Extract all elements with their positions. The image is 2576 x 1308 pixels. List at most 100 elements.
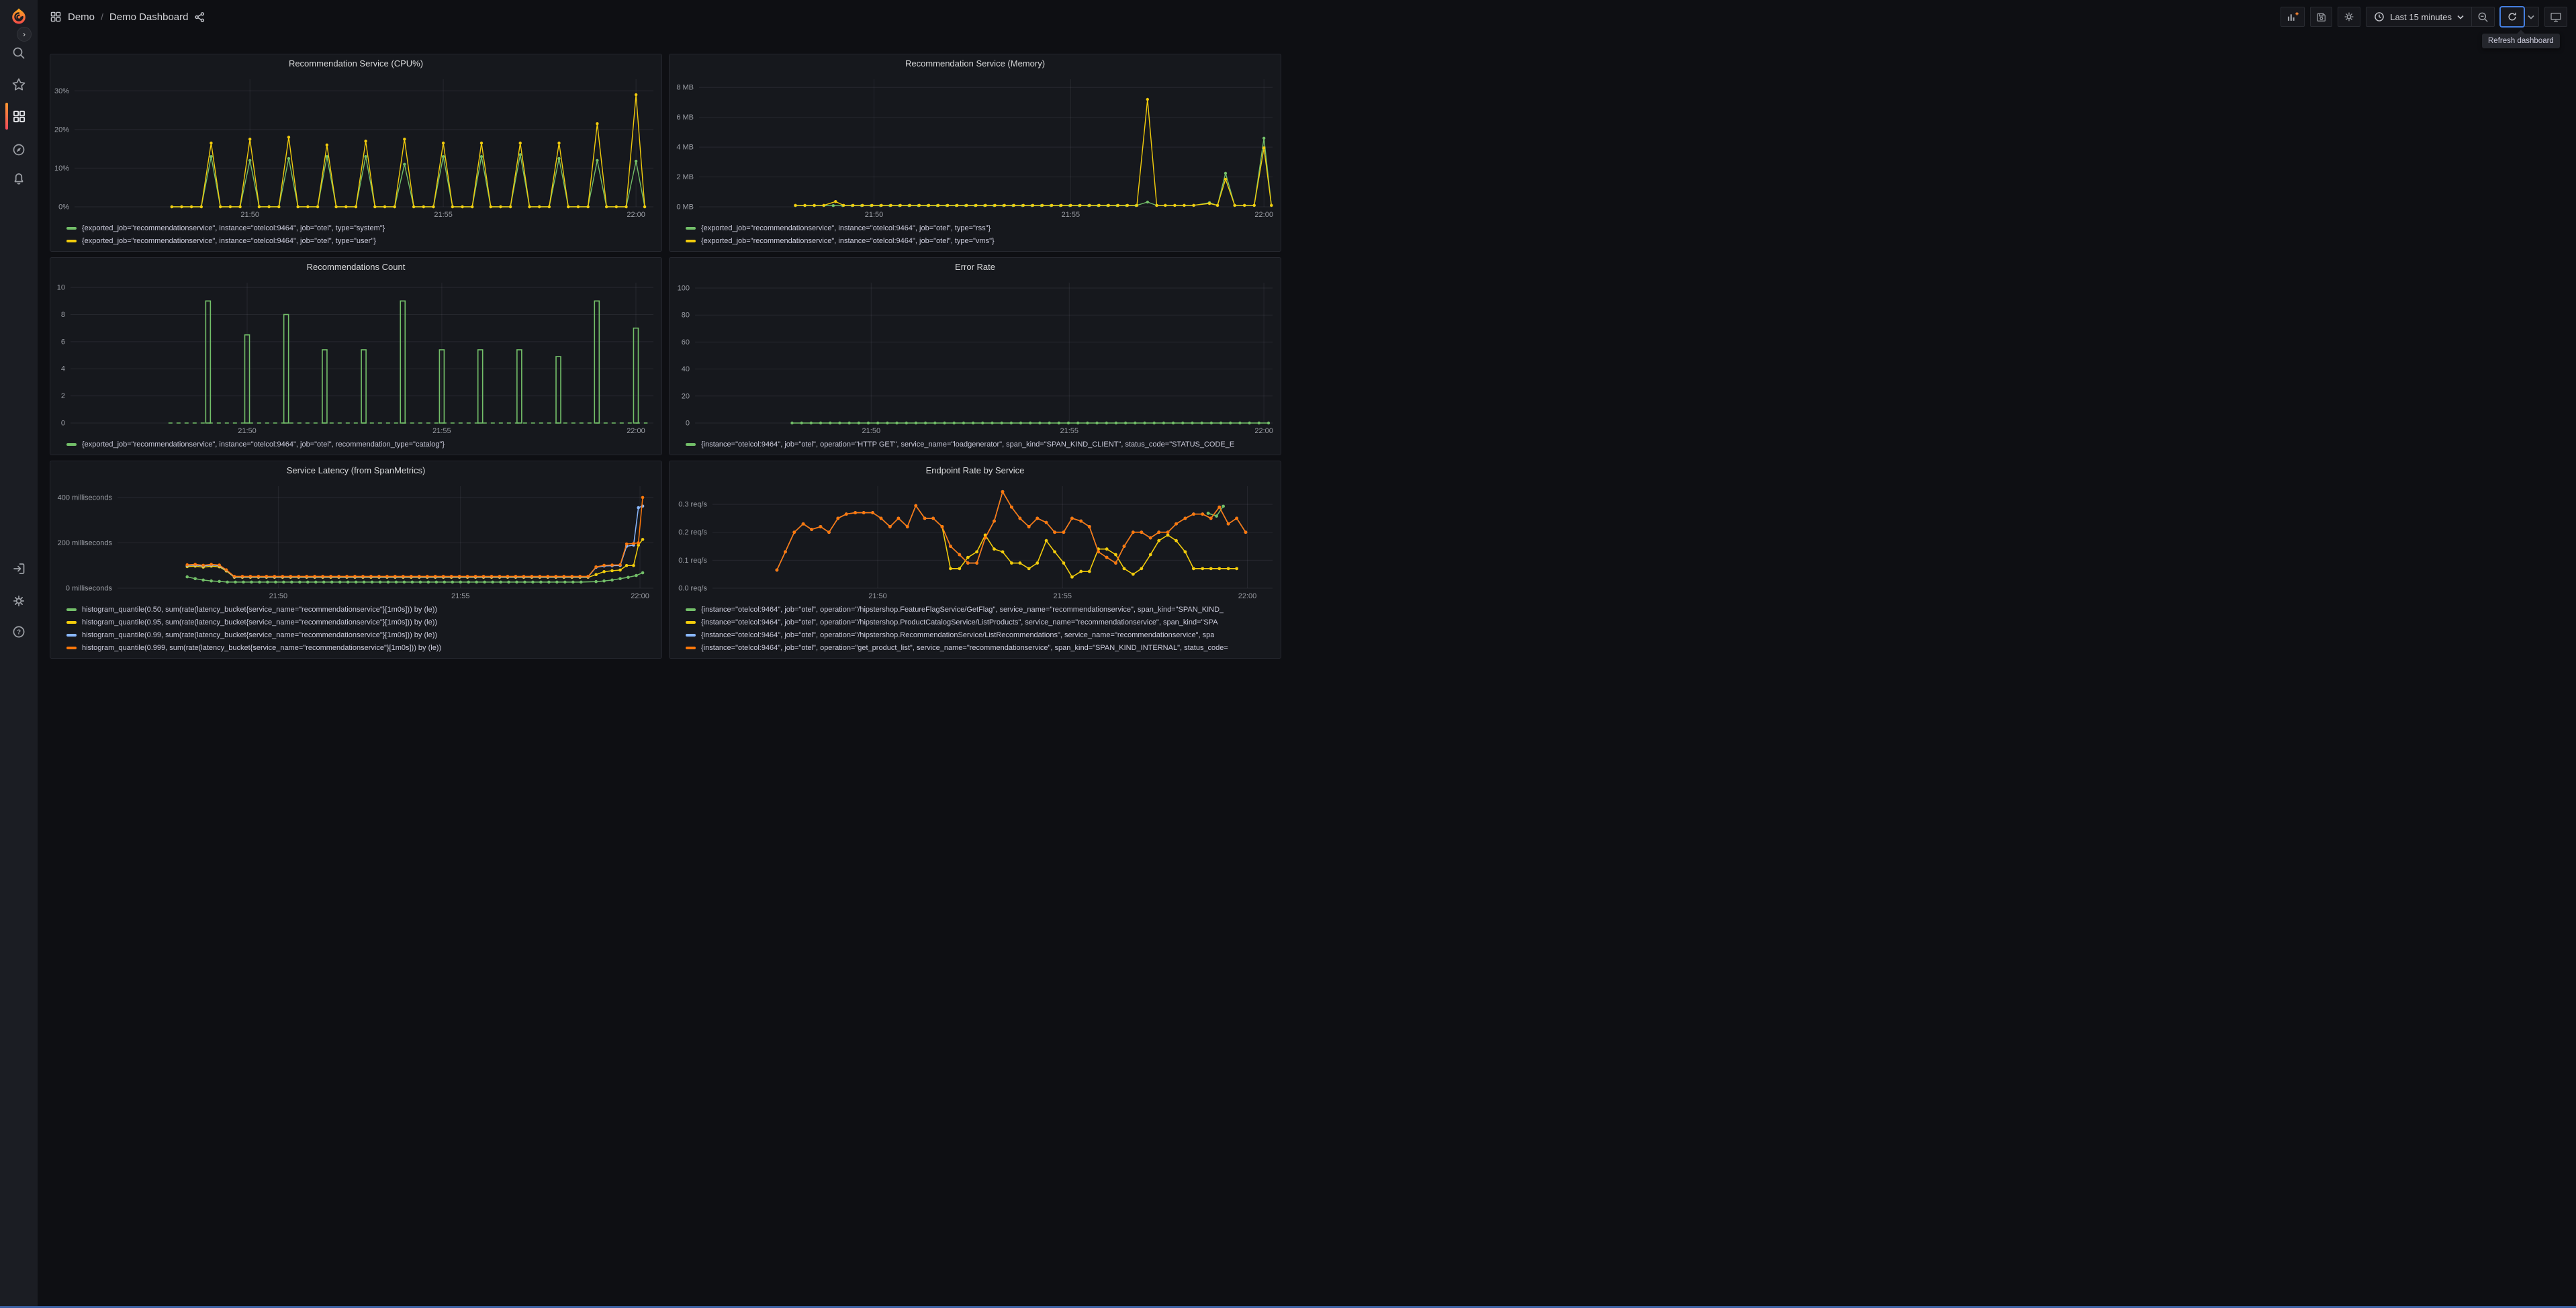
legend-label: histogram_quantile(0.99, sum(rate(latenc… xyxy=(82,630,438,639)
svg-text:20: 20 xyxy=(682,392,690,400)
svg-text:6 MB: 6 MB xyxy=(676,113,694,122)
bell-icon xyxy=(11,171,26,185)
svg-text:0 MB: 0 MB xyxy=(676,203,694,212)
svg-text:22:00: 22:00 xyxy=(1238,592,1257,600)
legend-swatch xyxy=(686,608,696,611)
breadcrumb-dashboard[interactable]: Demo Dashboard xyxy=(109,11,189,23)
legend-swatch xyxy=(66,442,77,446)
sidebar-item-help[interactable]: ? xyxy=(0,618,38,646)
svg-text:0%: 0% xyxy=(58,203,69,212)
panel-recommendation-memory: Recommendation Service (Memory) 0 MB 2 MB… xyxy=(669,54,1281,252)
dashboards-grid-icon xyxy=(12,109,26,124)
legend-swatch xyxy=(686,620,696,624)
memory-chart: 0 MB 2 MB 4 MB 6 MB 8 MB 21:50 21:55 22:00 xyxy=(676,79,1273,219)
legend-item[interactable]: {instance="otelcol:9464", job="otel", op… xyxy=(686,616,1275,628)
clock-icon xyxy=(2374,11,2385,22)
legend-swatch xyxy=(66,608,77,611)
refresh-group: Refresh dashboard xyxy=(2482,7,2560,48)
legend-label: {instance="otelcol:9464", job="otel", op… xyxy=(701,618,1218,626)
time-zoom-out-button[interactable] xyxy=(2471,7,2494,26)
legend-item[interactable]: {exported_job="recommendationservice", i… xyxy=(66,234,656,247)
panel-title[interactable]: Endpoint Rate by Service xyxy=(925,465,1025,475)
search-icon xyxy=(11,46,26,60)
recommendations-count-chart: 0 2 4 6 8 10 21:50 21:55 22:00 xyxy=(57,283,653,435)
cycle-view-mode-button[interactable] xyxy=(2544,7,2567,27)
panel-title[interactable]: Recommendation Service (CPU%) xyxy=(288,58,424,68)
svg-text:8 MB: 8 MB xyxy=(676,84,694,92)
svg-text:0.0 req/s: 0.0 req/s xyxy=(678,585,707,593)
legend: {exported_job="recommendationservice", i… xyxy=(670,220,1281,251)
legend-swatch xyxy=(66,633,77,637)
sidebar-item-dashboards[interactable] xyxy=(0,102,38,130)
panel-title[interactable]: Recommendation Service (Memory) xyxy=(905,58,1046,68)
zoom-out-icon xyxy=(2477,11,2489,23)
legend-item[interactable]: {exported_job="recommendationservice", i… xyxy=(686,222,1275,234)
sidebar-item-starred[interactable] xyxy=(0,71,38,99)
topbar: Demo / Demo Dashboard xyxy=(38,0,2576,48)
svg-text:8: 8 xyxy=(61,311,65,319)
sidebar-item-explore[interactable] xyxy=(0,136,38,164)
legend-item[interactable]: {instance="otelcol:9464", job="otel", op… xyxy=(686,628,1275,641)
legend-item[interactable]: histogram_quantile(0.99, sum(rate(latenc… xyxy=(66,628,656,641)
sidebar-item-configuration[interactable] xyxy=(0,587,38,615)
refresh-dashboard-button[interactable] xyxy=(2501,7,2524,26)
save-dashboard-button[interactable] xyxy=(2310,7,2333,27)
svg-text:0 milliseconds: 0 milliseconds xyxy=(66,585,113,593)
panel-title[interactable]: Error Rate xyxy=(955,262,995,272)
breadcrumb-folder[interactable]: Demo xyxy=(68,11,95,23)
time-range-picker[interactable]: Last 15 minutes xyxy=(2366,7,2471,26)
add-panel-button[interactable] xyxy=(2281,7,2305,27)
legend-item[interactable]: histogram_quantile(0.95, sum(rate(latenc… xyxy=(66,616,656,628)
legend-label: {exported_job="recommendationservice", i… xyxy=(701,236,995,245)
legend-item[interactable]: {exported_job="recommendationservice", i… xyxy=(66,438,656,451)
svg-text:10%: 10% xyxy=(54,165,69,173)
panel-title[interactable]: Service Latency (from SpanMetrics) xyxy=(286,465,426,475)
panel-title[interactable]: Recommendations Count xyxy=(306,262,406,272)
help-icon: ? xyxy=(11,624,26,639)
panel-recommendations-count: Recommendations Count 0 2 4 6 8 10 21:50 21:55 2… xyxy=(50,257,662,455)
sidebar-expand-button[interactable]: › xyxy=(17,27,32,42)
legend-item[interactable]: {instance="otelcol:9464", job="otel", op… xyxy=(686,438,1275,451)
svg-text:22:00: 22:00 xyxy=(1254,427,1273,435)
svg-text:20%: 20% xyxy=(54,126,69,134)
svg-text:21:55: 21:55 xyxy=(1062,211,1080,219)
svg-text:10: 10 xyxy=(57,284,65,292)
legend-item[interactable]: {exported_job="recommendationservice", i… xyxy=(66,222,656,234)
legend-swatch xyxy=(686,646,696,649)
svg-text:30%: 30% xyxy=(54,87,69,95)
legend: {instance="otelcol:9464", job="otel", op… xyxy=(670,436,1281,455)
time-range-group: Last 15 minutes xyxy=(2366,7,2495,27)
svg-text:21:55: 21:55 xyxy=(1053,592,1072,600)
legend: {exported_job="recommendationservice", i… xyxy=(50,220,661,251)
cpu-chart: 0% 10% 20% 30% 21:50 21:55 22:00 xyxy=(54,79,653,219)
share-icon[interactable] xyxy=(194,11,205,23)
sidebar-item-search[interactable] xyxy=(0,39,38,67)
svg-text:21:50: 21:50 xyxy=(240,211,259,219)
legend-swatch xyxy=(66,239,77,242)
legend-item[interactable]: histogram_quantile(0.999, sum(rate(laten… xyxy=(66,641,656,654)
gear-icon xyxy=(11,594,26,608)
legend-label: {instance="otelcol:9464", job="otel", op… xyxy=(701,630,1215,639)
grafana-logo-icon[interactable] xyxy=(9,7,28,26)
svg-text:22:00: 22:00 xyxy=(631,592,649,600)
legend: {instance="otelcol:9464", job="otel", op… xyxy=(670,602,1281,658)
legend-label: {instance="otelcol:9464", job="otel", op… xyxy=(701,605,1224,614)
svg-text:22:00: 22:00 xyxy=(627,427,645,435)
panel-endpoint-rate: Endpoint Rate by Service 0.0 req/s 0.1 re… xyxy=(669,461,1281,659)
svg-text:22:00: 22:00 xyxy=(1254,211,1273,219)
sidebar-item-sign-in[interactable] xyxy=(0,555,38,583)
legend-item[interactable]: {instance="otelcol:9464", job="otel", op… xyxy=(686,641,1275,654)
svg-text:400 milliseconds: 400 milliseconds xyxy=(58,494,113,502)
svg-text:4 MB: 4 MB xyxy=(676,144,694,152)
svg-text:21:50: 21:50 xyxy=(269,592,288,600)
legend-label: {instance="otelcol:9464", job="otel", op… xyxy=(701,440,1235,449)
legend-item[interactable]: {exported_job="recommendationservice", i… xyxy=(686,234,1275,247)
legend-item[interactable]: histogram_quantile(0.50, sum(rate(latenc… xyxy=(66,603,656,616)
svg-text:60: 60 xyxy=(682,338,690,346)
legend-label: histogram_quantile(0.999, sum(rate(laten… xyxy=(82,643,442,652)
endpoint-rate-chart: 0.0 req/s 0.1 req/s 0.2 req/s 0.3 req/s 21:5… xyxy=(678,486,1273,600)
sidebar-item-alerting[interactable] xyxy=(0,164,38,192)
legend-item[interactable]: {instance="otelcol:9464", job="otel", op… xyxy=(686,603,1275,616)
refresh-interval-dropdown[interactable] xyxy=(2524,7,2538,26)
dashboard-settings-button[interactable] xyxy=(2338,7,2361,27)
